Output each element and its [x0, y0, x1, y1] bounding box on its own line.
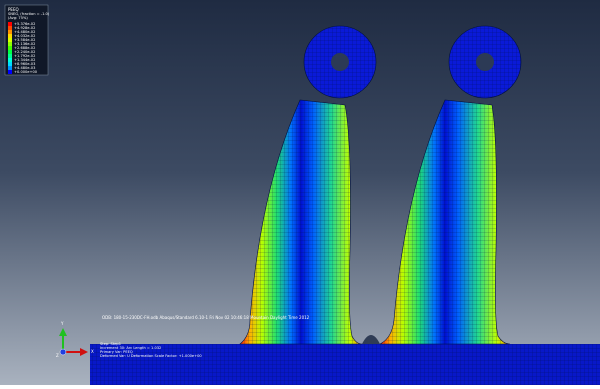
- legend: PEEQ SNEG, (fraction = -1.0) (Avg: 75%) …: [5, 5, 50, 75]
- legend-swatch: [8, 54, 12, 58]
- legend-swatch: [8, 22, 12, 26]
- legend-swatch: [8, 38, 12, 42]
- legend-swatch: [8, 50, 12, 54]
- triad-x: X: [91, 349, 94, 354]
- base-mesh: [90, 344, 600, 385]
- legend-swatch: [8, 26, 12, 30]
- triad-y: Y: [60, 321, 64, 326]
- legend-swatch: [8, 34, 12, 38]
- legend-swatch: [8, 30, 12, 34]
- legend-swatch: [8, 70, 12, 74]
- triad-z: Z: [56, 353, 59, 358]
- legend-swatch: [8, 66, 12, 70]
- legend-swatch: [8, 42, 12, 46]
- page: PEEQ SNEG, (fraction = -1.0) (Avg: 75%) …: [0, 0, 600, 385]
- legend-averaging: (Avg: 75%): [8, 16, 28, 20]
- legend-swatch: [8, 58, 12, 62]
- info-deformed: Deformed Var: U Deformation Scale Factor…: [100, 354, 202, 358]
- viewport: PEEQ SNEG, (fraction = -1.0) (Avg: 75%) …: [0, 0, 600, 385]
- legend-swatch: [8, 46, 12, 50]
- legend-swatch: [8, 62, 12, 66]
- legend-label: +0.000e+00: [14, 70, 38, 74]
- odb-line: ODB: 180-15-230DC-FH.odb Abaqus/Standard…: [102, 315, 310, 320]
